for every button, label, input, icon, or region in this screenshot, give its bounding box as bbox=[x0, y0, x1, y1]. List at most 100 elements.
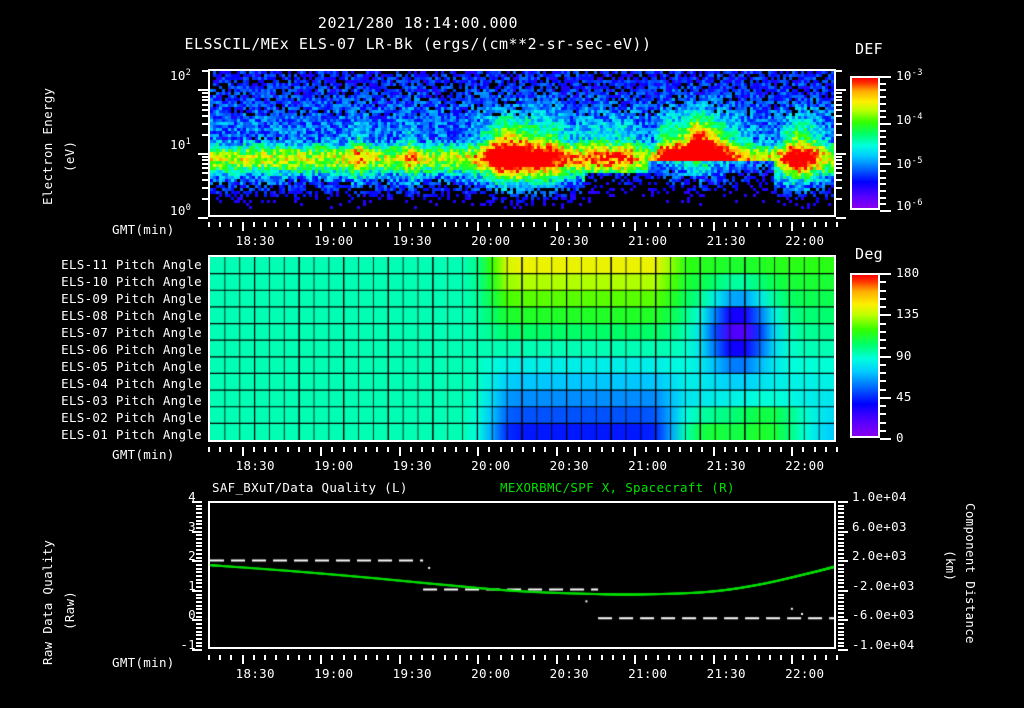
axis-tick bbox=[241, 222, 244, 231]
top-ytick-0-exp: 0 bbox=[185, 203, 192, 213]
axis-tick bbox=[578, 447, 581, 452]
colorbar-tick bbox=[880, 355, 891, 358]
axis-tick bbox=[208, 447, 210, 452]
axis-tick bbox=[836, 89, 846, 92]
axis-tick bbox=[723, 447, 726, 452]
bottom-ytick-right: 1.0e+04 bbox=[852, 489, 907, 504]
def-tick-6-mant: 10 bbox=[896, 198, 912, 214]
axis-tick bbox=[196, 604, 202, 607]
def-colorbar bbox=[850, 76, 880, 210]
axis-tick-label: 20:30 bbox=[549, 458, 589, 473]
colorbar-tick bbox=[880, 136, 886, 139]
axis-tick bbox=[202, 163, 208, 166]
axis-tick bbox=[465, 655, 468, 660]
axis-tick bbox=[297, 655, 300, 660]
def-tick-3-exp: -3 bbox=[911, 68, 923, 78]
axis-tick-label: 21:30 bbox=[706, 233, 746, 248]
axis-tick bbox=[308, 447, 311, 452]
axis-tick bbox=[192, 530, 202, 533]
axis-tick bbox=[838, 504, 844, 507]
axis-tick bbox=[544, 222, 547, 227]
axis-tick bbox=[488, 447, 491, 452]
axis-tick bbox=[196, 637, 202, 640]
axis-tick bbox=[838, 623, 844, 626]
axis-tick bbox=[779, 655, 782, 660]
axis-tick bbox=[802, 447, 805, 452]
axis-tick bbox=[791, 222, 794, 231]
axis-tick bbox=[196, 593, 202, 596]
axis-tick bbox=[196, 600, 202, 603]
axis-tick bbox=[656, 447, 659, 452]
axis-tick bbox=[838, 541, 844, 544]
colorbar-tick bbox=[880, 169, 886, 172]
def-tick-6-exp: -6 bbox=[911, 198, 923, 208]
pitch-angle-row-label: ELS-09 Pitch Angle bbox=[61, 291, 202, 306]
bottom-yticks-right: 1.0e+04 6.0e+03 2.0e+03 -2.0e+03 -6.0e+03 -1.… bbox=[842, 489, 937, 652]
bottom-ytick-left: 1 bbox=[188, 577, 196, 593]
axis-tick bbox=[308, 222, 311, 227]
def-tick-4: 10-4 bbox=[896, 112, 923, 127]
axis-tick bbox=[196, 519, 202, 522]
axis-tick bbox=[196, 541, 202, 544]
axis-tick bbox=[192, 619, 202, 622]
axis-tick bbox=[275, 655, 278, 660]
pitch-angle-row-label: ELS-07 Pitch Angle bbox=[61, 325, 202, 340]
axis-tick bbox=[202, 197, 208, 200]
axis-tick bbox=[202, 95, 208, 98]
axis-tick bbox=[196, 641, 202, 644]
colorbar-tick bbox=[880, 405, 886, 407]
axis-tick-label: 21:00 bbox=[628, 458, 668, 473]
axis-tick bbox=[192, 501, 202, 503]
axis-tick bbox=[600, 222, 603, 227]
axis-tick bbox=[838, 645, 844, 648]
axis-tick bbox=[746, 655, 749, 660]
def-colorbar-title: DEF bbox=[855, 40, 883, 58]
axis-tick-label: 21:00 bbox=[628, 666, 668, 681]
axis-tick bbox=[838, 519, 844, 522]
axis-tick bbox=[398, 447, 401, 456]
axis-tick bbox=[286, 222, 289, 227]
axis-tick bbox=[264, 447, 267, 452]
axis-tick bbox=[578, 222, 581, 227]
axis-tick bbox=[443, 222, 446, 227]
axis-tick bbox=[838, 615, 844, 618]
axis-tick bbox=[824, 222, 827, 227]
axis-tick bbox=[622, 447, 625, 452]
axis-tick bbox=[275, 447, 278, 452]
axis-tick bbox=[202, 103, 208, 106]
def-tick-3: 10-3 bbox=[896, 68, 923, 83]
deg-colorbar-label: 135 bbox=[896, 306, 920, 322]
axis-tick bbox=[813, 222, 816, 227]
axis-tick bbox=[566, 222, 569, 227]
axis-tick-label: 21:30 bbox=[706, 458, 746, 473]
axis-tick bbox=[791, 447, 794, 456]
bottom-ytick-left: 3 bbox=[188, 518, 196, 534]
axis-tick bbox=[320, 447, 323, 456]
axis-tick bbox=[701, 222, 704, 227]
axis-tick bbox=[376, 222, 379, 227]
axis-tick bbox=[196, 586, 202, 589]
axis-tick bbox=[252, 222, 255, 227]
axis-tick bbox=[202, 167, 208, 170]
axis-tick bbox=[432, 447, 435, 452]
axis-tick-label: 21:00 bbox=[628, 233, 668, 248]
top-ytick-2-mant: 10 bbox=[170, 68, 186, 84]
axis-tick bbox=[611, 447, 614, 452]
axis-tick bbox=[611, 222, 614, 227]
axis-tick bbox=[723, 655, 726, 660]
axis-tick bbox=[838, 630, 844, 633]
axis-tick bbox=[196, 575, 202, 577]
axis-tick bbox=[838, 619, 848, 622]
axis-tick bbox=[499, 222, 502, 227]
bottom-ytick-right: 6.0e+03 bbox=[852, 518, 907, 534]
axis-tick bbox=[656, 655, 659, 660]
axis-tick bbox=[836, 99, 842, 102]
axis-tick bbox=[735, 447, 738, 452]
axis-tick bbox=[376, 655, 379, 660]
axis-tick bbox=[544, 655, 547, 660]
axis-tick bbox=[252, 655, 255, 660]
axis-tick bbox=[836, 159, 842, 162]
axis-tick bbox=[634, 447, 637, 456]
axis-tick bbox=[712, 447, 715, 456]
axis-tick-label: 19:00 bbox=[314, 666, 354, 681]
